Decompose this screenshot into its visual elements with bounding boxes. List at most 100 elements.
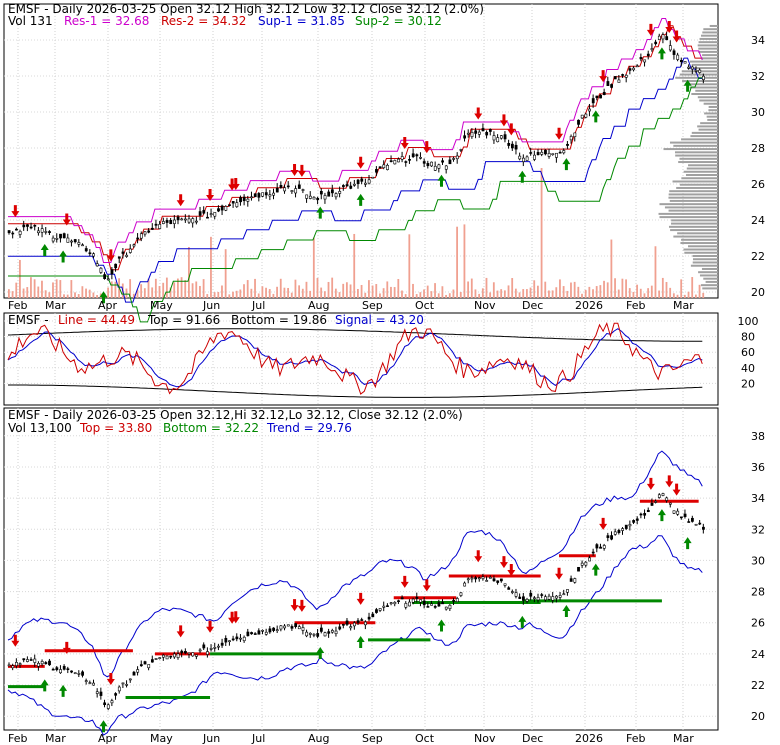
trend-candle-body <box>676 510 680 515</box>
trend-y-tick-label: 32 <box>751 523 765 536</box>
volume-bar <box>661 277 664 298</box>
volume-bar <box>44 290 47 298</box>
sell-arrow-icon <box>507 123 516 136</box>
volume-profile-bar <box>678 161 718 164</box>
volume-bar <box>283 287 286 298</box>
sell-arrow-icon <box>176 625 185 638</box>
trend-x-month-label: Feb <box>8 732 27 745</box>
volume-bar <box>15 282 18 298</box>
trend-candle-body <box>161 654 165 658</box>
volume-bar <box>243 284 245 298</box>
trend-candle-body <box>294 623 298 628</box>
price-candle-body <box>555 152 558 158</box>
sell-arrow-icon <box>206 189 215 202</box>
volume-bar <box>246 280 249 298</box>
trend-candle-body <box>70 670 73 673</box>
stochastic-y-tick-label: 100 <box>738 315 759 328</box>
volume-bar <box>617 289 620 298</box>
price-x-month-label: Mar <box>673 299 694 312</box>
trend-candle-body <box>573 578 577 583</box>
trend-candle-body <box>353 622 356 627</box>
buy-arrow-icon <box>518 170 527 183</box>
trend-candle-body <box>147 664 151 669</box>
volume-bar <box>309 290 312 298</box>
volume-bar <box>588 286 591 298</box>
trend-candle-body <box>386 605 389 607</box>
price-candle-body <box>437 164 441 169</box>
price-candle-body <box>496 137 500 143</box>
trend-candle-body <box>209 648 213 650</box>
price-candle-body <box>191 218 195 224</box>
price-y-tick-label: 34 <box>751 34 765 47</box>
price-candle-body <box>654 41 658 45</box>
trend-candle-body <box>415 596 419 599</box>
volume-profile-bar <box>698 50 718 53</box>
volume-bar <box>694 294 697 298</box>
price-legend-item: Res-1 = 32.68 <box>64 14 149 28</box>
price-candle-body <box>507 143 511 146</box>
volume-profile-bar <box>663 148 718 151</box>
volume-profile-bar <box>683 170 718 173</box>
sell-arrow-icon <box>11 205 20 218</box>
trend-candle-body <box>275 629 279 632</box>
price-candle-body <box>492 135 496 141</box>
volume-bar <box>77 294 80 298</box>
volume-bar <box>298 285 301 298</box>
trend-candle-body <box>11 665 15 669</box>
volume-bar <box>636 284 638 298</box>
sell-arrow-icon <box>422 579 431 592</box>
trend-candle-body <box>466 578 470 581</box>
trend-candle-body <box>323 632 327 637</box>
volume-bar <box>173 282 176 298</box>
volume-bar <box>257 293 260 298</box>
trend-x-month-label: Mar <box>45 732 66 745</box>
price-candle-body <box>514 144 518 150</box>
volume-bar <box>423 289 425 298</box>
volume-profile-bar <box>681 177 718 180</box>
trend-candle-body <box>624 524 628 529</box>
trend-candle-body <box>661 493 665 496</box>
sell-arrow-icon <box>599 517 608 530</box>
trend-candle-body <box>33 658 37 663</box>
volume-bar <box>8 289 10 298</box>
volume-bar <box>492 282 495 298</box>
volume-bar <box>511 278 514 298</box>
volume-bar <box>96 294 98 298</box>
trend-candle-body <box>62 666 66 670</box>
price-candle-body <box>367 179 371 184</box>
sell-arrow-icon <box>62 641 71 654</box>
trend-candle-body <box>518 596 522 599</box>
trend-candle-body <box>408 601 411 607</box>
trend-y-tick-label: 22 <box>751 679 765 692</box>
volume-bar <box>147 278 150 298</box>
trend-candle-body <box>268 628 272 633</box>
trend-candle-body <box>191 652 195 657</box>
sell-arrow-icon <box>474 550 483 563</box>
volume-bar <box>658 290 661 298</box>
volume-bar <box>603 280 605 298</box>
trend-candle-body <box>610 535 613 540</box>
price-candle-body <box>59 233 62 239</box>
trend-candle-body <box>51 668 55 671</box>
price-candle-body <box>231 201 235 204</box>
trend-volume-label: Vol 13,100 <box>8 421 72 435</box>
volume-bar <box>22 288 25 298</box>
price-x-month-label: Jul <box>251 299 265 312</box>
volume-bar <box>11 291 14 298</box>
volume-profile-bar <box>669 190 718 193</box>
sell-arrow-icon <box>422 141 431 154</box>
price-candle-body <box>635 65 639 68</box>
trend-candle-body <box>59 669 62 674</box>
sell-arrow-icon <box>555 127 564 140</box>
volume-bar <box>518 292 521 298</box>
trend-candle-body <box>77 673 81 675</box>
trend-candle-body <box>481 576 485 579</box>
trend-legend-item: Bottom = 32.22 <box>163 421 259 435</box>
price-candle-body <box>44 231 48 233</box>
volume-profile-bar <box>671 222 718 225</box>
volume-bar <box>176 278 179 298</box>
price-candle-body <box>161 221 165 224</box>
volume-bar <box>669 287 672 298</box>
volume-bar <box>59 280 62 298</box>
volume-profile-bar <box>681 238 718 241</box>
